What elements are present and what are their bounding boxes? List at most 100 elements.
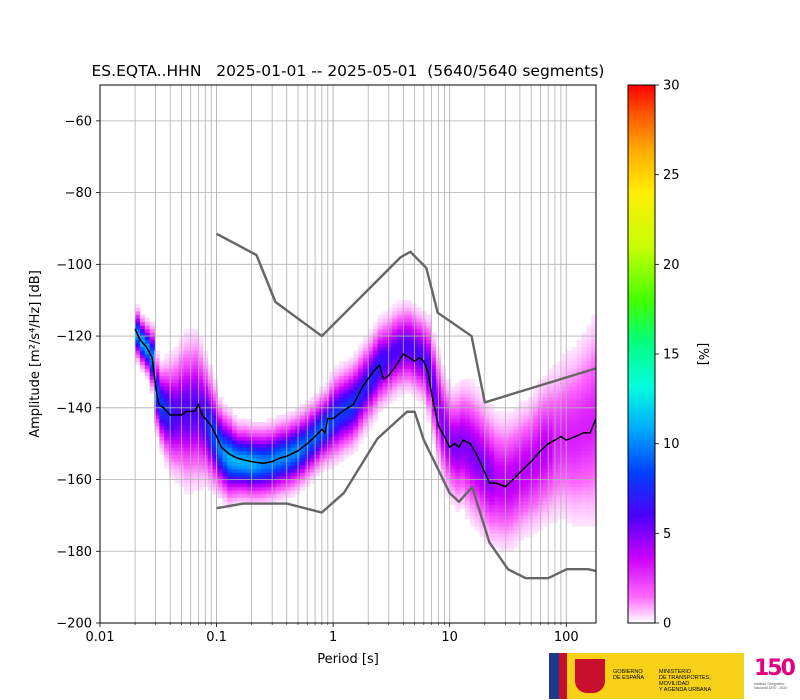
density-cell: [557, 447, 563, 452]
density-cell: [236, 472, 243, 477]
density-cell: [343, 418, 349, 423]
density-cell: [542, 504, 548, 509]
density-cell: [489, 486, 495, 491]
density-cell: [503, 440, 510, 445]
density-cell: [562, 450, 568, 455]
density-cell: [450, 400, 456, 405]
density-cell: [183, 450, 189, 455]
density-cell: [503, 465, 510, 470]
density-cell: [358, 375, 364, 380]
density-cell: [207, 414, 214, 419]
density-cell: [232, 440, 238, 445]
density-cell: [353, 389, 359, 394]
density-cell: [591, 458, 596, 462]
density-cell: [576, 515, 582, 520]
density-cell: [198, 371, 204, 376]
density-cell: [460, 468, 466, 473]
spain-flag-stripe: [559, 653, 567, 699]
density-cell: [183, 414, 189, 419]
density-cell: [440, 454, 446, 459]
density-cell: [377, 361, 383, 366]
density-cell: [465, 397, 471, 402]
density-cell: [227, 461, 233, 466]
density-cell: [251, 436, 257, 441]
density-cell: [348, 375, 354, 380]
density-cell: [154, 411, 160, 416]
density-cell: [149, 382, 155, 387]
density-cell: [508, 515, 514, 520]
density-cell: [508, 529, 514, 534]
density-cell: [479, 411, 485, 416]
density-cell: [498, 436, 505, 441]
density-cell: [241, 486, 248, 491]
density-cell: [494, 443, 500, 448]
density-cell: [479, 407, 485, 412]
density-cell: [498, 418, 505, 423]
density-cell: [503, 547, 510, 552]
density-cell: [198, 461, 204, 466]
density-cell: [479, 440, 485, 445]
ign-anniversary-logo: 150 Instituto Geográfico Nacional 1870 -…: [754, 656, 796, 696]
density-cell: [431, 346, 437, 351]
density-cell: [270, 450, 277, 455]
density-cell: [314, 397, 320, 402]
density-cell: [149, 350, 155, 355]
density-cell: [566, 454, 573, 459]
density-cell: [183, 364, 189, 369]
density-cell: [547, 382, 553, 387]
density-cell: [581, 497, 587, 502]
density-cell: [309, 397, 315, 402]
density-cell: [198, 486, 204, 491]
density-cell: [154, 386, 160, 391]
density-cell: [183, 354, 189, 358]
density-cell: [416, 350, 422, 355]
density-cell: [334, 429, 340, 434]
density-cell: [591, 501, 596, 506]
density-cell: [479, 483, 485, 488]
density-cell: [513, 493, 519, 498]
density-cell: [557, 515, 563, 520]
density-cell: [193, 458, 199, 462]
density-cell: [193, 328, 199, 333]
density-cell: [571, 515, 577, 520]
density-cell: [581, 490, 587, 495]
density-cell: [232, 479, 238, 484]
density-cell: [275, 454, 282, 459]
density-cell: [523, 447, 529, 452]
density-cell: [377, 400, 383, 405]
density-cell: [416, 332, 422, 337]
density-cell: [164, 414, 170, 419]
density-cell: [557, 475, 563, 480]
density-cell: [382, 346, 388, 351]
density-cell: [571, 443, 577, 448]
density-cell: [508, 425, 514, 430]
density-cell: [547, 461, 553, 466]
density-cell: [193, 343, 199, 348]
density-cell: [334, 393, 340, 398]
density-cell: [353, 436, 359, 441]
density-cell: [154, 422, 160, 427]
density-cell: [426, 414, 432, 419]
density-cell: [474, 526, 480, 531]
density-cell: [513, 465, 519, 470]
density-cell: [557, 361, 563, 366]
density-cell: [489, 425, 495, 430]
density-cell: [494, 544, 500, 549]
density-cell: [222, 447, 228, 452]
density-cell: [562, 400, 568, 405]
density-cell: [406, 375, 413, 380]
density-cell: [266, 475, 272, 480]
density-cell: [401, 386, 408, 391]
density-cell: [154, 379, 160, 384]
density-cell: [547, 479, 553, 484]
density-cell: [270, 422, 277, 427]
density-cell: [591, 346, 596, 351]
y-tick-label: −200: [56, 617, 92, 632]
density-cell: [513, 490, 519, 495]
density-cell: [154, 397, 160, 402]
density-cell: [334, 425, 340, 430]
density-cell: [193, 472, 199, 477]
density-cell: [498, 414, 505, 419]
density-cell: [353, 386, 359, 391]
density-cell: [338, 375, 345, 380]
